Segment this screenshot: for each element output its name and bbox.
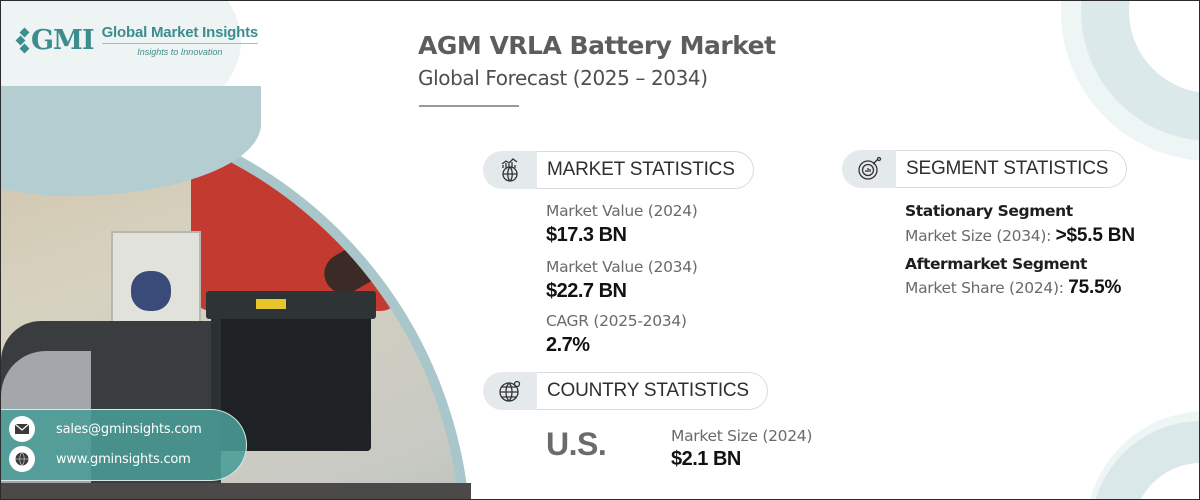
market-value-2024: $17.3 BN [546,224,627,246]
country-market-size-value: $2.1 BN [671,448,741,470]
market-value-2034-label: Market Value (2034) [546,258,698,276]
country-statistics-title: COUNTRY STATISTICS [537,372,768,410]
gmi-logo: GMI Global Market Insights Insights to I… [15,24,258,57]
logo-diamond-icon [15,27,30,55]
stationary-segment-title: Stationary Segment [905,202,1073,220]
page-subtitle: Global Forecast (2025 – 2034) [418,66,708,90]
globe-icon [9,446,35,472]
market-statistics-header: MARKET STATISTICS [483,151,754,189]
market-statistics-title: MARKET STATISTICS [537,151,754,189]
aftermarket-segment-label: Market Share (2024): [905,279,1064,297]
brand-tagline: Insights to Innovation [137,47,223,57]
battery-yellow-label [256,299,286,309]
logo-mark: GMI [15,25,95,56]
cagr-label: CAGR (2025-2034) [546,312,687,330]
stationary-segment-stat: Market Size (2034): >$5.5 BN [905,225,1135,247]
aftermarket-segment-value: 75.5% [1068,277,1122,298]
photo-bottom-edge [1,483,471,499]
brand-name: Global Market Insights [101,24,258,44]
country-market-size-label: Market Size (2024) [671,427,813,445]
contact-website[interactable]: www.gminsights.com [56,451,191,467]
title-divider [419,105,519,107]
mechanic-gloved-hand [131,271,171,311]
contact-email-row[interactable]: sales@gminsights.com [9,416,202,442]
contact-website-row[interactable]: www.gminsights.com [9,446,191,472]
country-statistics-header: COUNTRY STATISTICS [483,372,768,410]
market-value-2024-label: Market Value (2024) [546,202,698,220]
market-value-2034: $22.7 BN [546,280,627,302]
country-name: U.S. [546,426,607,462]
stationary-segment-label: Market Size (2034): [905,227,1052,245]
decorative-arc-top-right [1081,1,1199,141]
segment-statistics-header: SEGMENT STATISTICS [842,150,1128,188]
cagr-value: 2.7% [546,334,590,356]
contact-email[interactable]: sales@gminsights.com [56,421,202,437]
battery-top-cover [206,291,376,319]
logo-gmi-letters: GMI [31,25,95,56]
page-title: AGM VRLA Battery Market [418,31,776,60]
envelope-icon [9,416,35,442]
globe-pin-icon [483,372,537,410]
chart-globe-icon [483,151,537,189]
aftermarket-segment-stat: Market Share (2024): 75.5% [905,277,1121,299]
stationary-segment-value: >$5.5 BN [1055,225,1135,246]
contact-box: sales@gminsights.com www.gminsights.com [1,409,247,481]
aftermarket-segment-title: Aftermarket Segment [905,255,1088,273]
segment-target-icon [842,150,896,188]
segment-statistics-title: SEGMENT STATISTICS [896,150,1128,188]
